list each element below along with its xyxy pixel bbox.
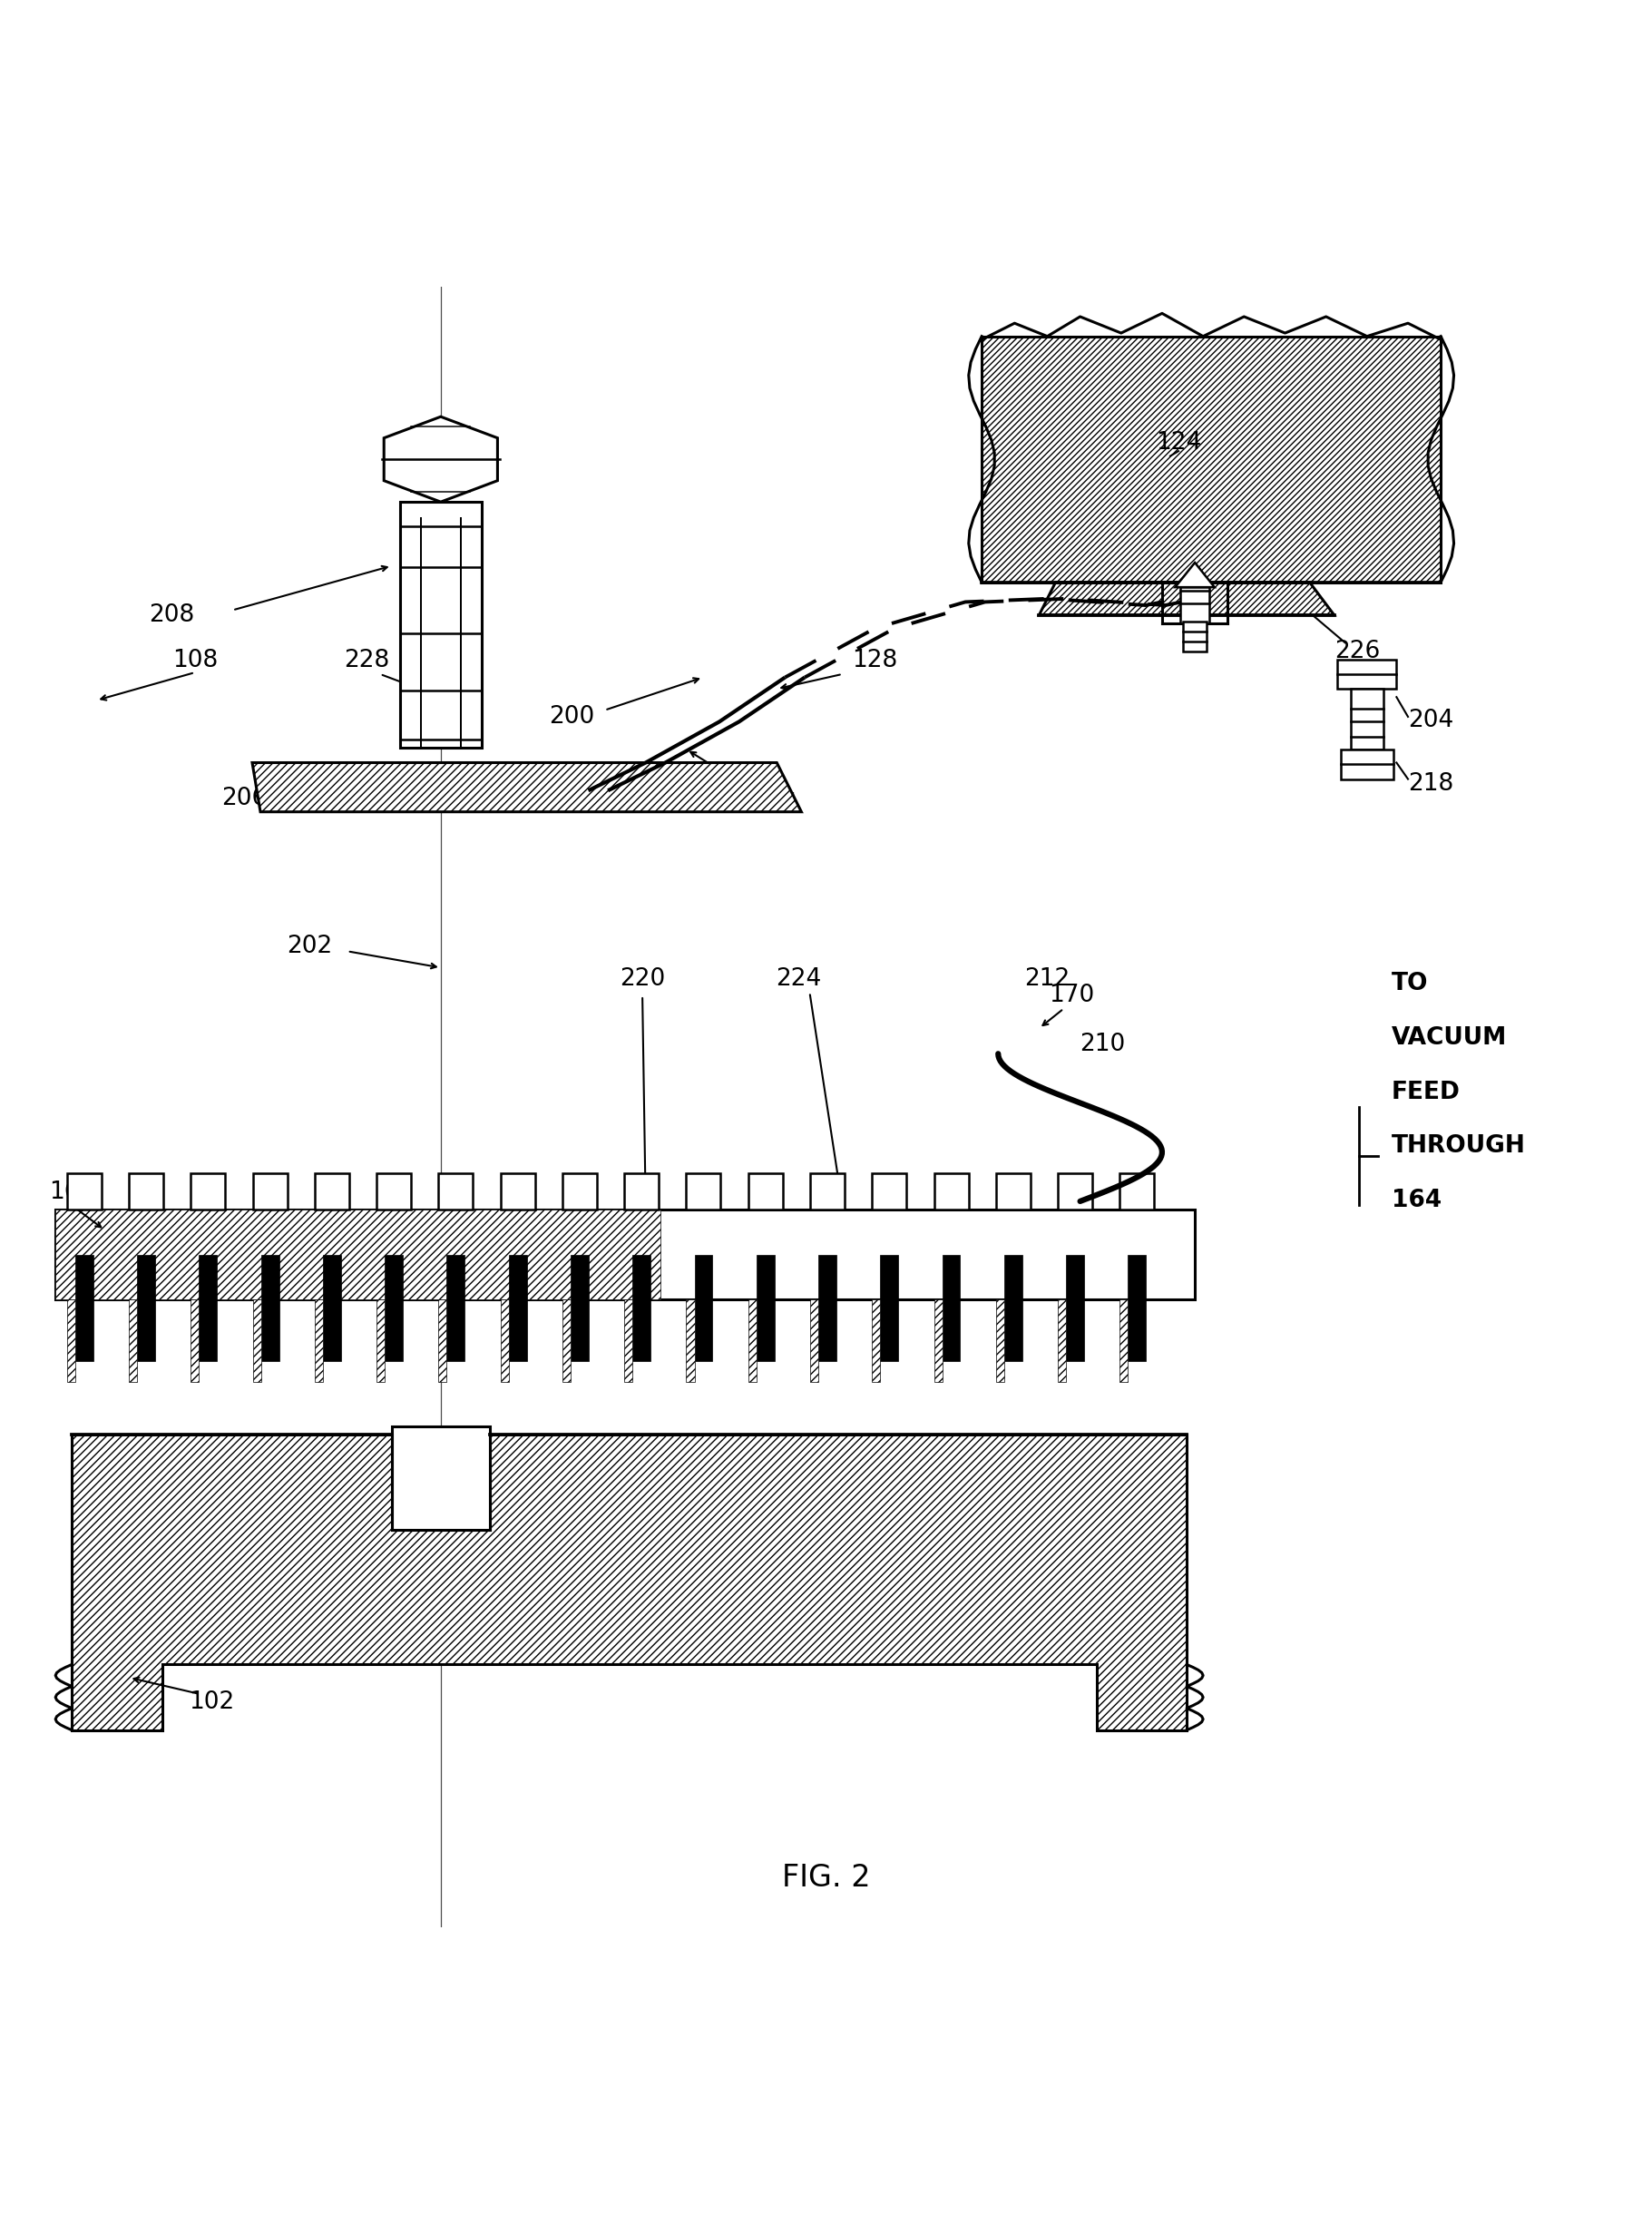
Text: 228: 228	[344, 649, 390, 673]
Bar	[872, 1173, 907, 1209]
Text: 226: 226	[1335, 640, 1379, 662]
Text: 164: 164	[1391, 1189, 1442, 1213]
Polygon shape	[933, 1300, 942, 1382]
Polygon shape	[562, 1300, 570, 1382]
Polygon shape	[1057, 1300, 1066, 1382]
Polygon shape	[624, 1300, 633, 1382]
Bar	[624, 1173, 659, 1209]
Polygon shape	[73, 1435, 1186, 1729]
Polygon shape	[438, 1300, 446, 1382]
Bar	[261, 1255, 279, 1362]
Bar	[56, 1209, 1194, 1300]
Polygon shape	[748, 1300, 757, 1382]
Bar	[881, 1255, 899, 1362]
Bar	[694, 1255, 712, 1362]
Text: 218: 218	[1408, 773, 1454, 795]
Text: 102: 102	[188, 1691, 235, 1714]
Bar	[192, 1173, 225, 1209]
Polygon shape	[383, 416, 497, 503]
Text: VACUUM: VACUUM	[1391, 1027, 1507, 1049]
Text: 170: 170	[1049, 983, 1095, 1007]
Polygon shape	[981, 337, 1441, 582]
Bar	[1341, 751, 1393, 779]
Bar	[562, 1173, 596, 1209]
Bar	[509, 1255, 527, 1362]
Polygon shape	[996, 1300, 1004, 1382]
Bar	[68, 1173, 101, 1209]
Bar	[1128, 1255, 1146, 1362]
Polygon shape	[1120, 1300, 1128, 1382]
Bar	[1183, 622, 1206, 651]
Bar	[74, 1255, 93, 1362]
Bar	[1351, 689, 1383, 751]
Polygon shape	[192, 1300, 198, 1382]
Text: THROUGH: THROUGH	[1391, 1134, 1526, 1158]
Text: 160: 160	[50, 1180, 94, 1204]
Bar	[253, 1173, 287, 1209]
Text: 204: 204	[1408, 708, 1454, 733]
Bar	[198, 1255, 216, 1362]
Bar	[996, 1173, 1031, 1209]
Text: 128: 128	[852, 649, 899, 673]
Bar	[570, 1255, 588, 1362]
Polygon shape	[314, 1300, 322, 1382]
Text: 202: 202	[287, 934, 332, 959]
Bar	[1120, 1173, 1155, 1209]
Bar	[757, 1255, 775, 1362]
Bar	[633, 1255, 651, 1362]
Text: 206: 206	[221, 786, 268, 810]
Bar	[377, 1173, 411, 1209]
Polygon shape	[501, 1300, 509, 1382]
Text: 184: 184	[752, 793, 798, 815]
Bar	[1180, 587, 1209, 624]
Text: 200: 200	[548, 704, 595, 728]
Polygon shape	[809, 1300, 818, 1382]
Polygon shape	[377, 1300, 385, 1382]
Text: 220: 220	[620, 968, 666, 992]
Text: 224: 224	[775, 968, 821, 992]
Bar	[446, 1255, 464, 1362]
Text: 108: 108	[172, 649, 218, 673]
Bar	[137, 1255, 155, 1362]
Bar	[322, 1255, 340, 1362]
Bar	[392, 1426, 491, 1530]
Bar	[933, 1173, 968, 1209]
Bar	[748, 1173, 783, 1209]
Bar	[942, 1255, 960, 1362]
Bar	[686, 1173, 720, 1209]
Bar	[818, 1255, 836, 1362]
Bar	[1338, 660, 1396, 689]
Bar	[438, 1173, 472, 1209]
Polygon shape	[56, 1209, 661, 1300]
Text: FIG. 2: FIG. 2	[781, 1862, 871, 1893]
Bar	[1057, 1173, 1092, 1209]
Text: 208: 208	[149, 602, 195, 627]
Polygon shape	[68, 1300, 74, 1382]
Text: 212: 212	[1024, 968, 1070, 992]
Polygon shape	[129, 1300, 137, 1382]
Bar	[314, 1173, 349, 1209]
Polygon shape	[872, 1300, 881, 1382]
Bar	[501, 1173, 535, 1209]
Polygon shape	[1175, 562, 1214, 587]
Bar	[1066, 1255, 1084, 1362]
Bar	[1004, 1255, 1023, 1362]
Polygon shape	[253, 1300, 261, 1382]
Bar	[809, 1173, 844, 1209]
Text: 210: 210	[1080, 1034, 1125, 1056]
Polygon shape	[1039, 582, 1335, 615]
Text: FEED: FEED	[1391, 1080, 1460, 1105]
Text: TO: TO	[1391, 972, 1429, 996]
Bar	[385, 1255, 403, 1362]
Text: 124: 124	[1156, 432, 1201, 454]
Bar	[400, 503, 482, 748]
Bar	[129, 1173, 164, 1209]
Polygon shape	[686, 1300, 694, 1382]
Polygon shape	[253, 762, 801, 813]
